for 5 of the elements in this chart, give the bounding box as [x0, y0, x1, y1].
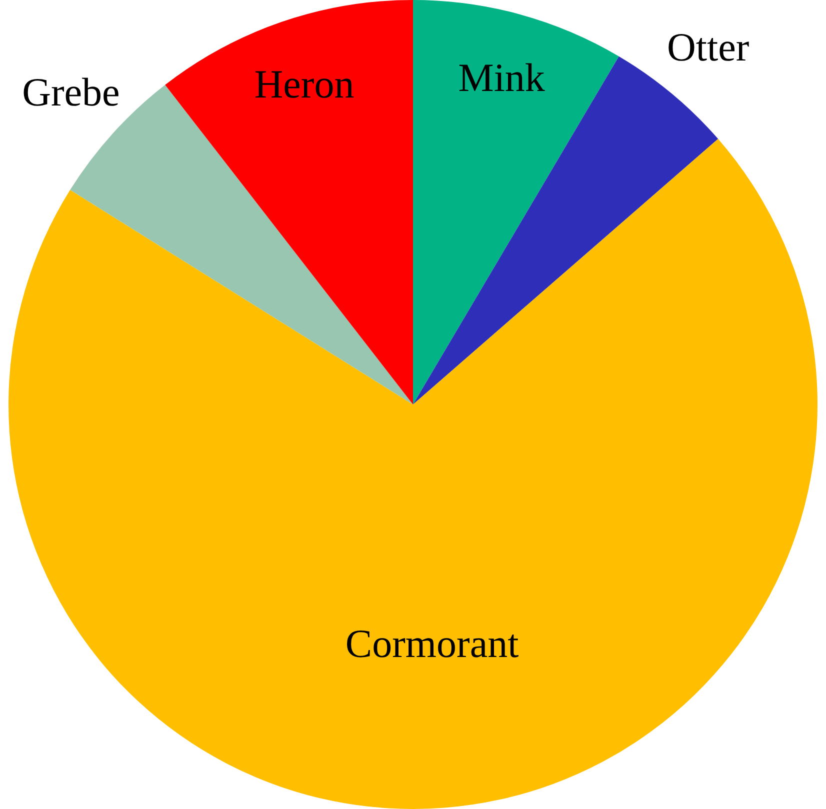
slice-label: Cormorant — [345, 620, 519, 666]
slice-label: Grebe — [22, 70, 120, 115]
slice-label: Heron — [254, 61, 354, 106]
slice-label: Otter — [666, 24, 750, 70]
slice-label: Mink — [458, 55, 545, 100]
